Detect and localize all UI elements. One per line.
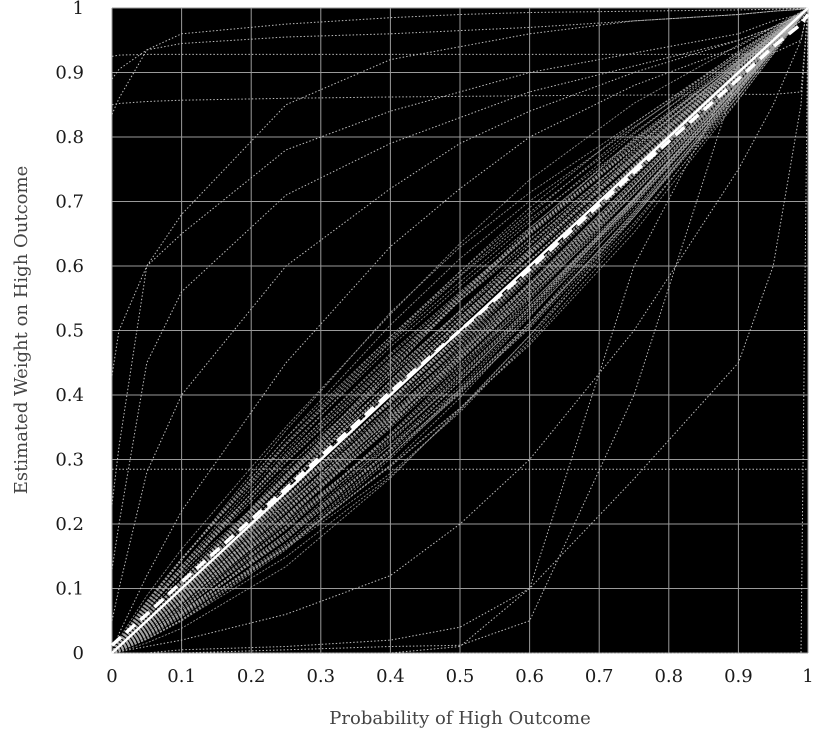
band-line — [111, 7, 809, 654]
x-tick-label: 0.2 — [237, 666, 266, 687]
y-tick-label: 0.8 — [55, 127, 84, 148]
x-tick-labels: 0 0.1 0.2 0.3 0.4 0.5 0.6 0.7 0.8 0.9 1 — [106, 666, 813, 687]
band-line — [111, 7, 809, 654]
band-line — [111, 7, 809, 654]
series-line-13 — [111, 7, 809, 654]
x-tick-label: 0.3 — [306, 666, 335, 687]
x-tick-label: 0.1 — [167, 666, 196, 687]
y-tick-label: 0.3 — [55, 450, 84, 471]
band-line — [111, 7, 809, 654]
band-line — [111, 7, 809, 654]
band-line — [111, 7, 809, 654]
series-line-0 — [111, 7, 809, 80]
band-line — [111, 7, 809, 654]
band-line — [111, 7, 809, 654]
series-line-11 — [112, 7, 809, 654]
x-tick-label: 0.6 — [515, 666, 544, 687]
band-line — [111, 7, 809, 654]
y-tick-label: 0 — [73, 643, 84, 664]
x-tick-label: 0.9 — [724, 666, 753, 687]
y-tick-label: 1 — [73, 0, 84, 19]
y-tick-label: 0.7 — [55, 192, 84, 213]
identity-line — [111, 7, 809, 654]
x-tick-label: 1 — [802, 666, 813, 687]
series-lines — [110, 7, 810, 654]
series-line-7 — [111, 7, 809, 621]
x-tick-label: 0.8 — [654, 666, 683, 687]
y-tick-label: 0.5 — [55, 321, 84, 342]
band-line — [111, 7, 809, 654]
band-line — [111, 7, 809, 654]
band-line — [111, 7, 809, 654]
band-line — [111, 7, 809, 654]
band-line — [111, 7, 809, 654]
series-line-1 — [111, 7, 809, 115]
y-tick-label: 0.1 — [55, 579, 84, 600]
y-axis-label: Estimated Weight on High Outcome — [11, 166, 32, 494]
x-axis-label: Probability of High Outcome — [329, 708, 590, 729]
series-line-8 — [111, 7, 809, 654]
x-tick-label: 0.4 — [376, 666, 405, 687]
band-line — [111, 7, 809, 654]
x-tick-label: 0.7 — [585, 666, 614, 687]
band-line — [111, 7, 809, 654]
band-line — [111, 7, 809, 654]
band-line — [111, 7, 809, 654]
x-tick-label: 0.5 — [446, 666, 475, 687]
band-line — [111, 7, 809, 654]
y-tick-labels: 0 0.1 0.2 0.3 0.4 0.5 0.6 0.7 0.8 0.9 1 — [55, 0, 84, 664]
x-tick-label: 0 — [106, 666, 117, 687]
y-tick-label: 0.6 — [55, 256, 84, 277]
y-tick-label: 0.4 — [55, 385, 84, 406]
y-tick-label: 0.2 — [55, 514, 84, 535]
band-line — [111, 7, 809, 654]
band-line — [111, 7, 809, 654]
average-dashed-line — [110, 13, 810, 647]
series-line-5 — [111, 7, 809, 376]
band-line — [111, 7, 809, 654]
y-tick-label: 0.9 — [55, 63, 84, 84]
